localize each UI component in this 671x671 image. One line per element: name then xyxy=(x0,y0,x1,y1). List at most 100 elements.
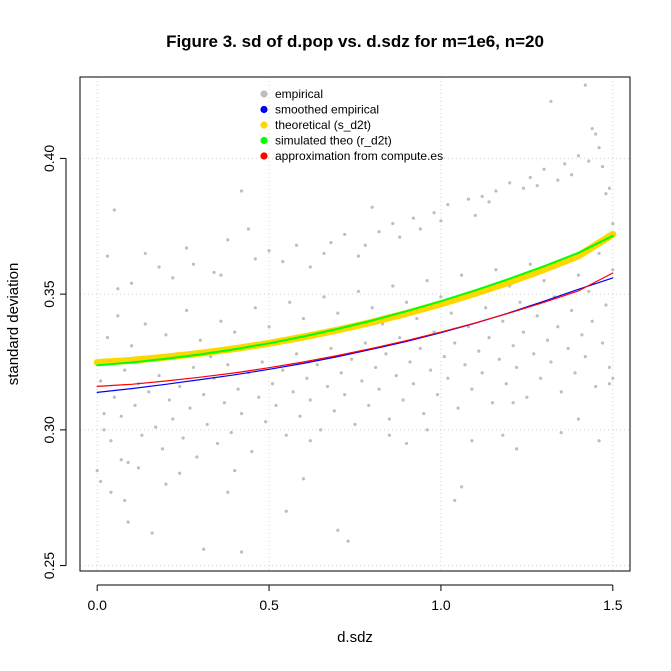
data-point xyxy=(322,251,326,256)
data-point xyxy=(301,316,306,321)
legend-label: approximation from compute.es xyxy=(275,149,443,163)
data-point xyxy=(532,352,536,356)
data-point xyxy=(239,411,244,416)
data-point xyxy=(209,354,213,359)
data-point xyxy=(580,333,584,337)
data-point xyxy=(343,392,347,397)
legend-label: empirical xyxy=(275,87,323,101)
data-point xyxy=(514,447,519,451)
data-point xyxy=(387,417,391,421)
data-point xyxy=(607,382,611,386)
data-point xyxy=(563,162,567,166)
x-axis-label: d.sdz xyxy=(337,629,373,646)
data-point xyxy=(542,278,546,283)
y-tick-label: 0.30 xyxy=(41,416,57,443)
data-point xyxy=(487,200,491,204)
data-point xyxy=(404,441,409,446)
data-point xyxy=(360,379,364,383)
data-point xyxy=(470,387,474,391)
data-point xyxy=(604,303,608,307)
data-point xyxy=(463,363,467,367)
data-point xyxy=(425,428,429,432)
data-point xyxy=(140,433,144,437)
data-point xyxy=(501,319,505,323)
data-point xyxy=(116,287,120,291)
legend-label: simulated theo (r_d2t) xyxy=(275,134,392,148)
data-point xyxy=(157,265,161,269)
x-axis: 0.0 0.5 1.0 1.5 xyxy=(87,584,623,613)
series-line-simulated-theo-r-d2t- xyxy=(96,234,614,367)
data-point xyxy=(233,330,237,334)
legend-key xyxy=(260,152,268,160)
data-point xyxy=(391,221,395,226)
data-point xyxy=(332,409,336,413)
data-point xyxy=(191,262,196,266)
data-point xyxy=(377,387,381,391)
data-point xyxy=(143,251,147,256)
data-point xyxy=(542,167,546,171)
data-point xyxy=(167,398,171,402)
data-point xyxy=(281,368,285,372)
data-point xyxy=(202,392,206,397)
data-point xyxy=(274,403,278,408)
data-point xyxy=(611,221,615,226)
data-point xyxy=(219,273,223,277)
data-point xyxy=(212,270,216,275)
data-point xyxy=(353,422,357,427)
data-point xyxy=(535,314,539,318)
data-point xyxy=(477,349,481,353)
data-point xyxy=(164,482,168,486)
data-point xyxy=(284,433,288,437)
data-point xyxy=(226,363,230,367)
data-point xyxy=(270,382,275,386)
data-point xyxy=(329,346,333,351)
data-point xyxy=(411,216,416,220)
data-point xyxy=(99,379,103,383)
data-point xyxy=(604,192,608,196)
data-point xyxy=(147,390,151,394)
data-point xyxy=(446,202,450,207)
data-point xyxy=(528,175,532,180)
data-point xyxy=(559,430,563,435)
data-point xyxy=(246,227,251,231)
data-point xyxy=(184,308,189,313)
data-point xyxy=(356,254,361,258)
data-point xyxy=(346,539,350,543)
data-point xyxy=(535,183,539,188)
data-point xyxy=(257,395,261,399)
data-point xyxy=(425,278,429,283)
legend-key xyxy=(260,105,268,114)
data-point xyxy=(195,455,199,459)
data-point xyxy=(484,306,488,310)
data-point xyxy=(415,316,419,321)
data-point xyxy=(583,354,587,359)
data-point xyxy=(449,311,453,315)
data-point xyxy=(470,439,474,443)
data-point xyxy=(384,352,388,356)
data-point xyxy=(511,401,515,405)
data-point xyxy=(432,211,436,215)
x-tick-label: 0.5 xyxy=(259,597,279,613)
data-point xyxy=(480,194,484,199)
data-point xyxy=(133,403,137,408)
data-point xyxy=(370,306,374,310)
data-point xyxy=(260,360,264,364)
data-point xyxy=(294,352,299,356)
data-point xyxy=(219,319,223,323)
data-point xyxy=(456,406,460,410)
data-point xyxy=(284,509,288,513)
x-tick-label: 1.0 xyxy=(431,597,451,613)
data-point xyxy=(387,433,391,437)
data-point xyxy=(298,414,302,418)
data-point xyxy=(556,325,560,329)
y-axis-label: standard deviation xyxy=(5,263,22,386)
data-point xyxy=(315,363,319,367)
data-point xyxy=(439,219,443,223)
data-point xyxy=(422,411,426,416)
data-point xyxy=(188,406,192,410)
chart-title: Figure 3. sd of d.pop vs. d.sdz for m=1e… xyxy=(166,32,544,51)
data-point xyxy=(102,411,106,416)
data-point xyxy=(435,392,440,397)
data-point xyxy=(171,417,175,421)
data-point xyxy=(329,240,333,245)
